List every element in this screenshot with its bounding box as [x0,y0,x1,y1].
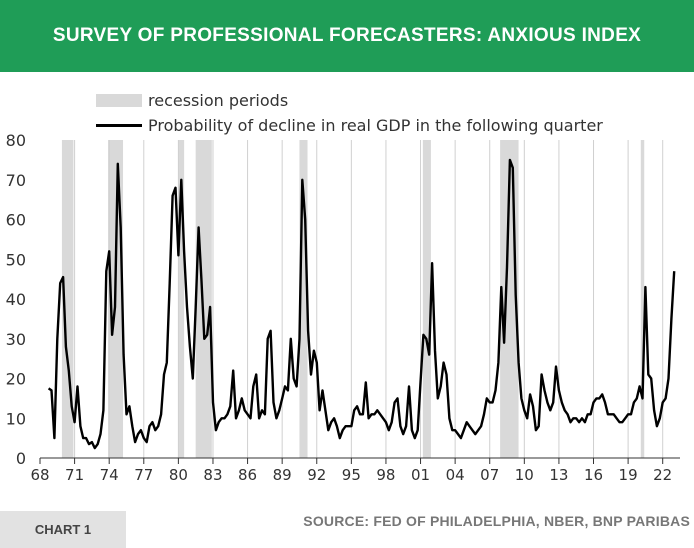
x-tick-label: 13 [549,466,568,484]
x-tick-label: 10 [515,466,534,484]
recession-band [195,140,212,458]
legend-item-line: Probability of decline in real GDP in th… [96,113,603,138]
x-tick-label: 74 [100,466,119,484]
chart-legend: recession periods Probability of decline… [96,88,603,138]
header-banner: SURVEY OF PROFESSIONAL FORECASTERS: ANXI… [0,0,694,72]
y-tick-label: 10 [6,409,26,428]
x-tick-label: 19 [619,466,638,484]
legend-swatch-recession [96,94,142,107]
recession-band [178,140,185,458]
x-tick-label: 68 [30,466,49,484]
series-line [47,158,676,450]
recession-band [61,140,74,458]
x-tick-label: 83 [203,466,222,484]
x-tick-label: 77 [134,466,153,484]
y-tick-label: 50 [6,250,26,269]
x-tick-label: 98 [376,466,395,484]
x-tick-label: 80 [169,466,188,484]
x-tick-label: 01 [411,466,430,484]
recession-band [422,140,431,458]
x-tick-label: 71 [65,466,84,484]
x-tick-label: 86 [238,466,257,484]
recession-band [299,140,308,458]
x-tick-label: 95 [342,466,361,484]
y-tick-label: 80 [6,131,26,150]
y-tick-label: 70 [6,171,26,190]
x-tick-label: 89 [273,466,292,484]
x-tick-label: 07 [480,466,499,484]
legend-label-line: Probability of decline in real GDP in th… [148,116,603,135]
x-tick-label: 04 [446,466,465,484]
x-tick-label: 22 [653,466,672,484]
y-tick-label: 30 [6,330,26,349]
y-tick-label: 40 [6,290,26,309]
legend-item-recession: recession periods [96,88,603,113]
x-tick-label: 16 [584,466,603,484]
y-tick-label: 20 [6,370,26,389]
legend-swatch-line [96,124,142,127]
recession-band [640,140,645,458]
y-tick-label: 0 [16,449,26,468]
legend-label-recession: recession periods [148,91,289,110]
chart-number-label: CHART 1 [0,511,126,548]
source-note: SOURCE: FED OF PHILADELPHIA, NBER, BNP P… [303,513,690,529]
y-tick-label: 60 [6,211,26,230]
x-tick-label: 92 [307,466,326,484]
chart-title: SURVEY OF PROFESSIONAL FORECASTERS: ANXI… [52,25,642,46]
